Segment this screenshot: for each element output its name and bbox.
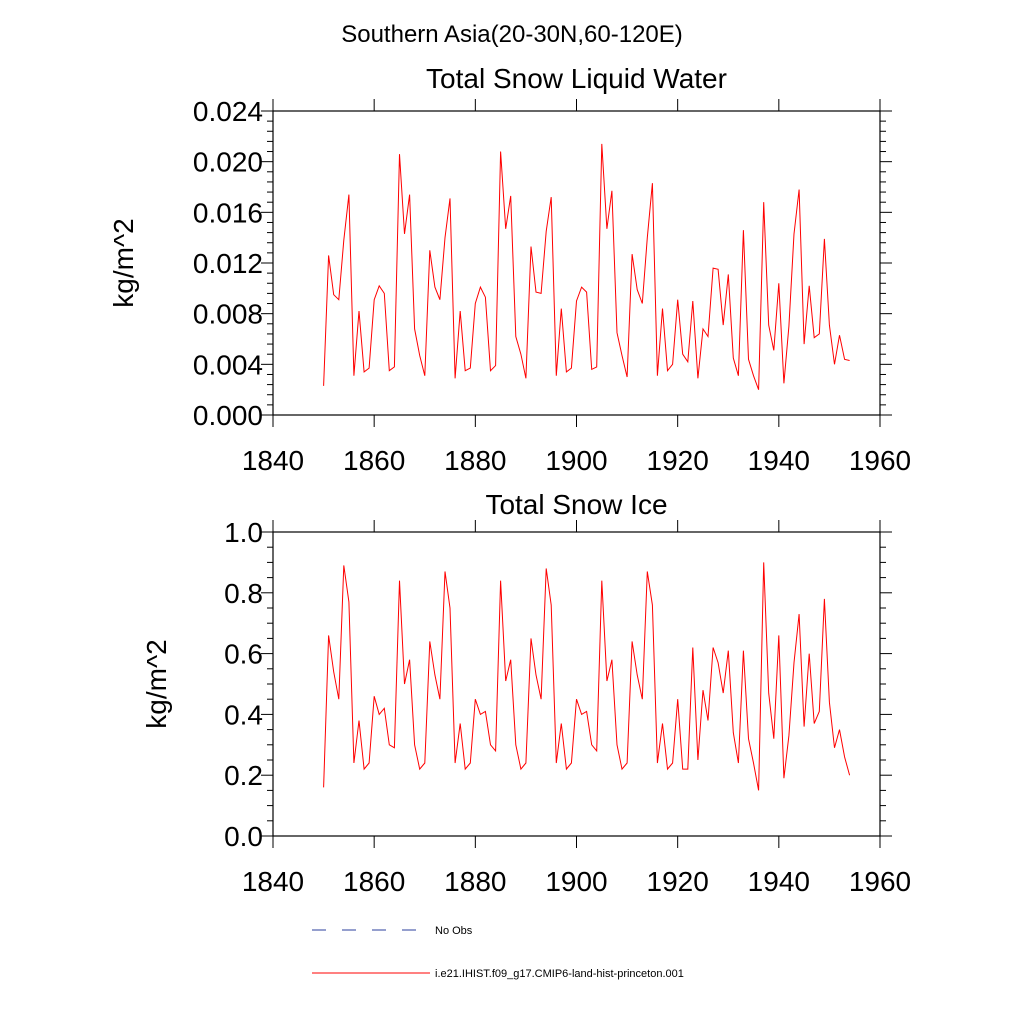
legend-label-model: i.e21.IHIST.f09_g17.CMIP6-land-hist-prin…	[435, 968, 684, 980]
y-tick-label: 0.024	[193, 96, 263, 127]
x-tick-labels: 1840 1860 1880 1900 1920 1940 1960	[242, 866, 911, 897]
figure-title: Southern Asia(20-30N,60-120E)	[341, 21, 683, 48]
panel-snow-ice: Total Snow Ice 1840 1860 1880 1900 1920 1940 1…	[141, 489, 911, 897]
x-tick-label: 1860	[343, 445, 405, 476]
x-tick-label: 1940	[748, 445, 810, 476]
x-tick-label: 1880	[444, 445, 506, 476]
plot-frame	[272, 110, 881, 416]
y-tick-label: 0.0	[224, 821, 263, 852]
panel-title: Total Snow Liquid Water	[426, 63, 727, 94]
y-axis-label: kg/m^2	[108, 218, 139, 307]
x-tick-label: 1920	[647, 866, 709, 897]
series-line	[323, 143, 850, 390]
tick-marks	[261, 520, 892, 848]
panel-snow-liquid-water: Total Snow Liquid Water 1840 1860 1880 1900…	[108, 63, 911, 476]
x-tick-label: 1840	[242, 445, 304, 476]
x-tick-label: 1920	[647, 445, 709, 476]
series-line	[323, 562, 851, 791]
y-tick-labels: 0.0 0.2 0.4 0.6 0.8 1.0	[224, 517, 263, 852]
legend: No Obs i.e21.IHIST.f09_g17.CMIP6-land-hi…	[312, 925, 684, 980]
y-tick-label: 0.020	[193, 147, 263, 178]
series-group	[323, 562, 851, 791]
x-tick-label: 1960	[849, 866, 911, 897]
x-tick-label: 1840	[242, 866, 304, 897]
y-tick-label: 0.000	[193, 400, 263, 431]
x-tick-label: 1900	[545, 866, 607, 897]
x-tick-label: 1860	[343, 866, 405, 897]
legend-label-no-obs: No Obs	[435, 925, 473, 937]
y-tick-label: 0.6	[224, 639, 263, 670]
y-tick-label: 0.004	[193, 349, 263, 380]
x-tick-label: 1960	[849, 445, 911, 476]
y-tick-label: 0.2	[224, 760, 263, 791]
y-tick-label: 0.8	[224, 578, 263, 609]
x-tick-label: 1900	[545, 445, 607, 476]
plot-frame	[272, 531, 881, 837]
y-tick-label: 0.008	[193, 299, 263, 330]
tick-marks	[261, 99, 892, 427]
y-tick-label: 1.0	[224, 517, 263, 548]
x-tick-label: 1940	[748, 866, 810, 897]
y-tick-label: 0.016	[193, 197, 263, 228]
y-tick-labels: 0.000 0.004 0.008 0.012 0.016 0.020 0.024	[193, 96, 263, 431]
x-tick-labels: 1840 1860 1880 1900 1920 1940 1960	[242, 445, 911, 476]
y-tick-label: 0.012	[193, 248, 263, 279]
y-tick-label: 0.4	[224, 699, 263, 730]
series-group	[323, 143, 850, 390]
x-tick-label: 1880	[444, 866, 506, 897]
y-axis-label: kg/m^2	[141, 639, 172, 728]
panel-title: Total Snow Ice	[485, 489, 667, 520]
